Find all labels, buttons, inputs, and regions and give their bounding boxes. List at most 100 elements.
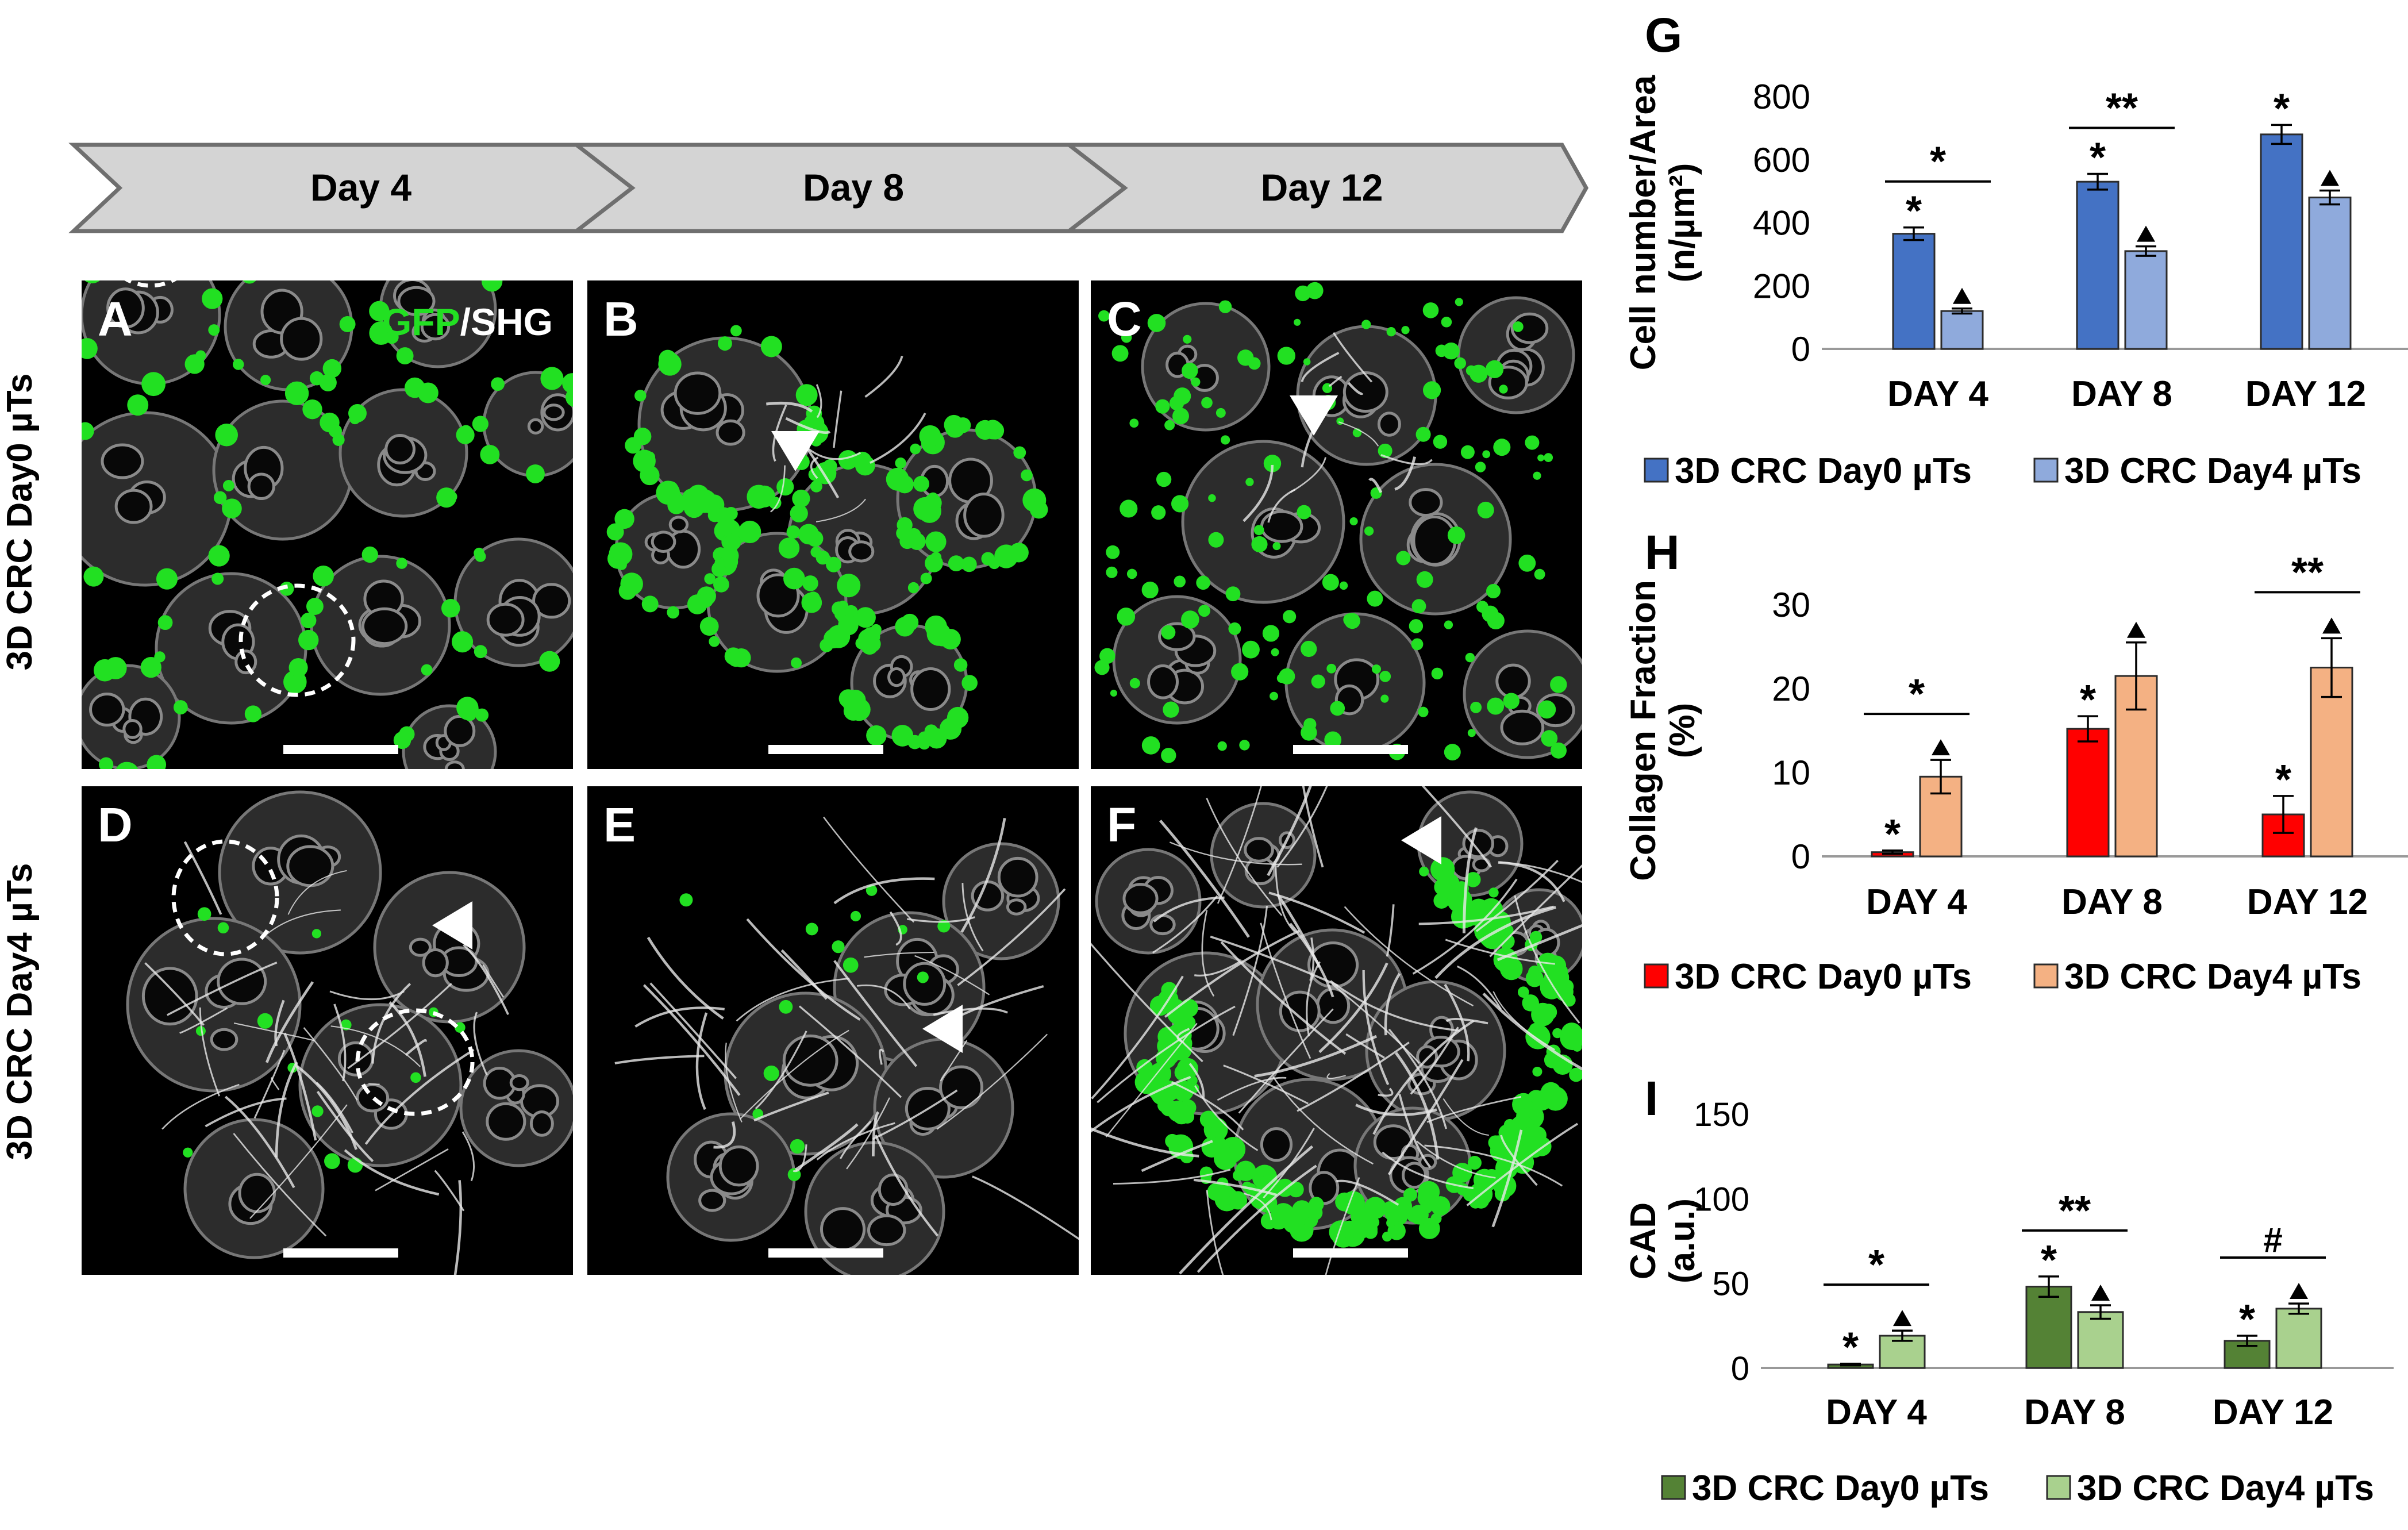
gfp-cell [1482,450,1491,459]
organoid-lumen [1412,515,1457,566]
bar-day0 [2066,728,2110,858]
gfp-cell [1098,310,1110,322]
panel-letter: F [1107,798,1136,852]
significance-label: ** [2059,1188,2091,1234]
gfp-cell [1183,335,1192,344]
shg-fiber [766,401,813,413]
gfp-cell [1272,542,1281,551]
gfp-cell [1263,455,1282,472]
gfp-cell [1215,408,1226,418]
triangle-marker [2127,621,2145,638]
gfp-cell [1518,554,1536,572]
gfp-cell [730,325,742,337]
organoid-lumen [89,692,125,727]
shg-fiber [461,1131,475,1182]
gfp-cell [667,606,680,619]
shg-fiber [816,1122,895,1160]
triangle-marker [2091,1284,2110,1301]
shg-fiber [344,1149,440,1196]
gfp-cell [988,557,1001,570]
shg-fiber [1091,1127,1199,1158]
gfp-cell [606,523,624,541]
organoid-lumen [903,962,947,1006]
significance-label: # [2263,1221,2282,1259]
gfp-cell [644,451,656,463]
panel-f: F [1091,786,1582,1275]
y-axis-label: Cell number/Area [1624,75,1663,370]
shg-fiber [283,1032,317,1141]
gfp-cell [53,520,76,544]
gfp-cell [369,301,390,321]
gfp-cell [313,565,334,587]
gfp-cell [396,347,414,365]
gfp-cell [1485,360,1504,379]
gfp-cell [448,244,466,262]
organoid-lumen [527,418,544,435]
shg-fiber [634,1006,725,1028]
organoid-lumen [122,718,143,739]
gfp-cell [792,489,810,508]
gfp-cell [1129,418,1139,428]
gfp-cell [1396,551,1411,566]
scale-bar [283,745,398,754]
shg-fiber [1141,1140,1213,1173]
triangle-marker [1932,739,1950,756]
gfp-cell [910,443,921,455]
gfp-cell [1322,574,1339,591]
gfp-cell [222,480,234,491]
organoid-lumen [1244,837,1274,863]
gfp-cell [1415,426,1431,442]
gfp-cell [1418,706,1429,717]
panel-e: E [587,786,1079,1275]
gfp-cell [779,1000,793,1014]
gfp-cell [641,595,659,613]
shg-fiber [1434,906,1556,979]
gfp-cell [1231,663,1249,681]
gfp-channel-label: GFP [382,301,460,343]
gfp-cell [1544,453,1553,462]
gfp-cell [474,547,485,559]
gfp-cell [306,598,324,615]
shg-fiber [1424,1144,1563,1187]
shg-fiber [1491,1129,1523,1228]
triangle-marker [2137,225,2155,242]
shg-fiber [933,1007,1008,1016]
gfp-cell [215,423,238,447]
shg-fiber [1188,1063,1205,1099]
gfp-cell [1161,748,1176,763]
gfp-cell [1435,344,1448,357]
gfp-cell [1467,1155,1482,1170]
gfp-cell [1129,678,1140,689]
shg-fiber [1489,864,1582,958]
gfp-cell [1550,742,1567,759]
gfp-cell [901,613,919,632]
shg-fiber [1178,1145,1314,1275]
shg-fiber [1169,841,1302,866]
y-tick-label: 0 [1791,330,1810,368]
shg-fiber [1332,332,1373,383]
gfp-cell [156,568,178,590]
gfp-cell [1433,435,1448,449]
shg-fiber [1497,924,1582,962]
gfp-cell [1339,581,1348,590]
gfp-cell [1454,357,1466,370]
shg-fiber [736,978,850,1022]
shg-fiber [1500,1135,1538,1186]
gfp-cell [805,922,818,936]
gfp-cell [1550,676,1567,693]
gfp-cell [1228,1191,1248,1210]
microscopy-panels: A B C D E F [53,244,1582,1275]
organoid-lumen [247,472,275,501]
gfp-cell [260,375,271,386]
shg-fiber [1201,910,1215,997]
shg-fiber [1290,457,1326,493]
shg-fiber [1326,1072,1346,1079]
gfp-cell [1488,887,1499,898]
gfp-cell [369,321,393,345]
shg-fiber [857,985,911,1010]
gfp-cell [322,359,342,378]
gfp-cell [1218,300,1232,313]
gfp-cell [1251,536,1268,553]
gfp-cell [1196,575,1210,590]
gfp-cell [456,425,475,444]
